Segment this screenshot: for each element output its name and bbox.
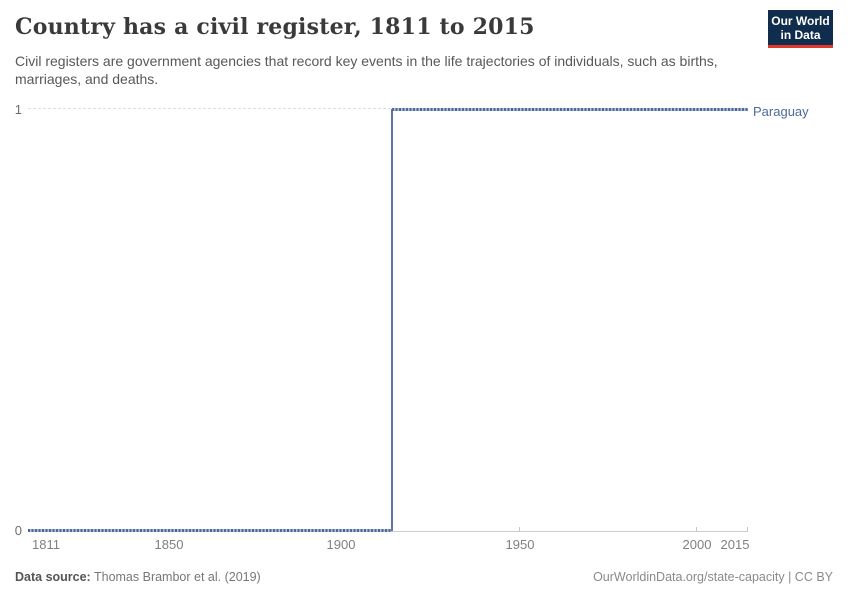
x-tick-label-2015: 2015 bbox=[720, 537, 750, 552]
x-axis-tick-2015 bbox=[747, 527, 748, 531]
series-line-value0-segment bbox=[28, 529, 392, 532]
series-line-value1-segment bbox=[392, 108, 748, 111]
x-axis-tick-2000 bbox=[696, 527, 697, 531]
x-tick-label-1850: 1850 bbox=[154, 537, 184, 552]
y-axis-label-0: 0 bbox=[14, 523, 22, 538]
owid-logo: Our World in Data bbox=[768, 10, 833, 48]
x-tick-label-2000: 2000 bbox=[682, 537, 712, 552]
owid-logo-line2: in Data bbox=[780, 27, 821, 42]
gridline-y1 bbox=[28, 108, 391, 109]
data-source-value: Thomas Brambor et al. (2019) bbox=[90, 570, 261, 584]
x-tick-label-1950: 1950 bbox=[505, 537, 535, 552]
chart-subtitle: Civil registers are government agencies … bbox=[15, 53, 718, 87]
series-line-step-segment bbox=[391, 109, 393, 531]
x-axis-tick-1950 bbox=[519, 527, 520, 531]
x-tick-label-1900: 1900 bbox=[326, 537, 356, 552]
page-title: Country has a civil register, 1811 to 20… bbox=[15, 14, 535, 40]
data-source-label: Data source: bbox=[15, 570, 91, 584]
data-source-note: Data source: Thomas Brambor et al. (2019… bbox=[15, 570, 261, 584]
credit-line: OurWorldinData.org/state-capacity | CC B… bbox=[593, 570, 833, 584]
x-tick-label-1811: 1811 bbox=[32, 537, 60, 552]
series-label-paraguay: Paraguay bbox=[753, 104, 809, 119]
y-axis-label-1: 1 bbox=[14, 102, 22, 117]
owid-logo-line1: Our World bbox=[771, 13, 830, 28]
